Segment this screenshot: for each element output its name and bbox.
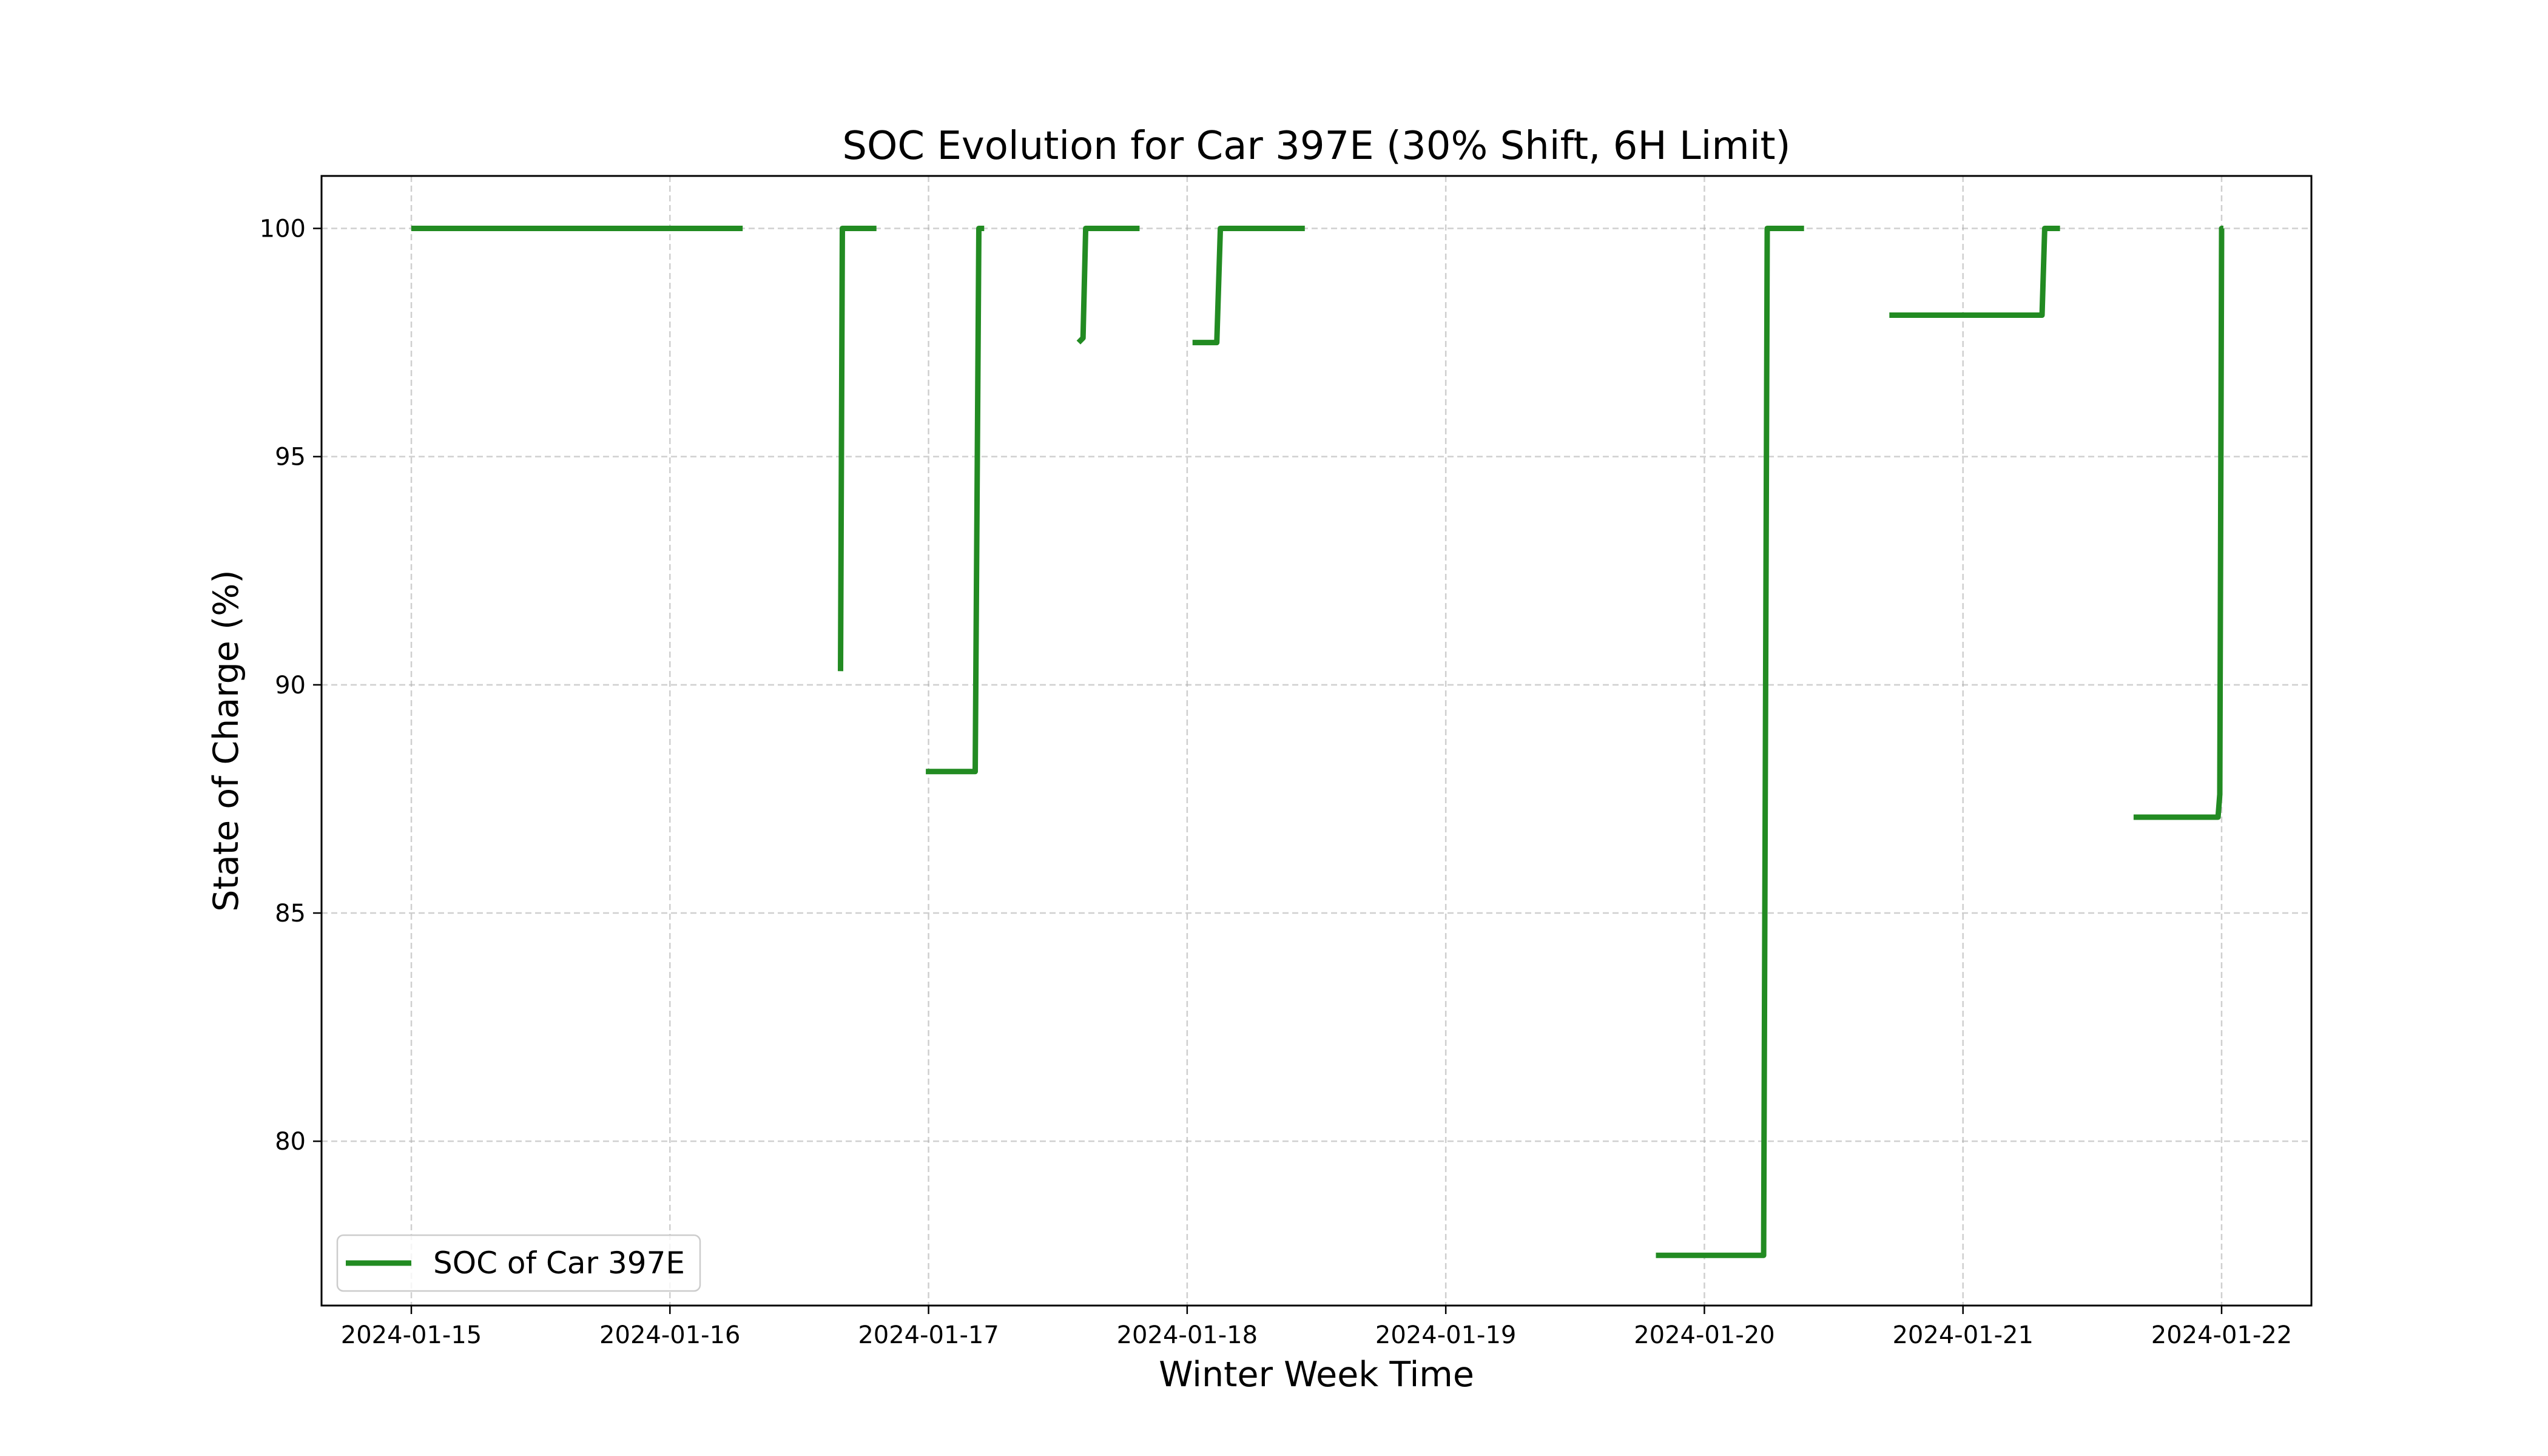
legend-box [336, 1234, 701, 1292]
soc-line-segment-8 [2133, 226, 2225, 820]
soc-line-segment-4 [1076, 226, 1140, 345]
tick-layer: 2024-01-15 2024-01-16 2024-01-17 2024-01-18… [260, 215, 2293, 1349]
soc-line-segment-2 [838, 226, 877, 672]
y-axis-label: State of Charge (%) [206, 570, 246, 911]
x-tick-label: 2024-01-15 [341, 1321, 482, 1349]
x-tick-label: 2024-01-18 [1117, 1321, 1258, 1349]
legend-label: SOC of Car 397E [433, 1245, 685, 1281]
y-tick-label: 95 [275, 443, 306, 471]
x-tick-label: 2024-01-20 [1634, 1321, 1774, 1349]
soc-line-segment-5 [1192, 226, 1305, 346]
soc-line-segment-3 [926, 226, 985, 775]
x-tick-label: 2024-01-17 [858, 1321, 999, 1349]
x-tick-label: 2024-01-22 [2151, 1321, 2292, 1349]
legend: SOC of Car 397E [336, 1234, 701, 1292]
y-tick-label: 80 [275, 1128, 306, 1156]
soc-line-segment-7 [1889, 226, 2060, 318]
series-layer [411, 226, 2225, 1258]
x-tick-label: 2024-01-16 [599, 1321, 740, 1349]
y-tick-label: 90 [275, 672, 306, 699]
x-tick-label: 2024-01-21 [1892, 1321, 2033, 1349]
y-tick-label: 100 [260, 215, 306, 243]
chart-title: SOC Evolution for Car 397E (30% Shift, 6… [842, 124, 1790, 169]
y-tick-label: 85 [275, 900, 306, 928]
plot-frame [320, 175, 2313, 1307]
soc-line-segment-6 [1656, 226, 1804, 1258]
x-axis-label: Winter Week Time [1159, 1355, 1474, 1395]
x-tick-label: 2024-01-19 [1375, 1321, 1516, 1349]
